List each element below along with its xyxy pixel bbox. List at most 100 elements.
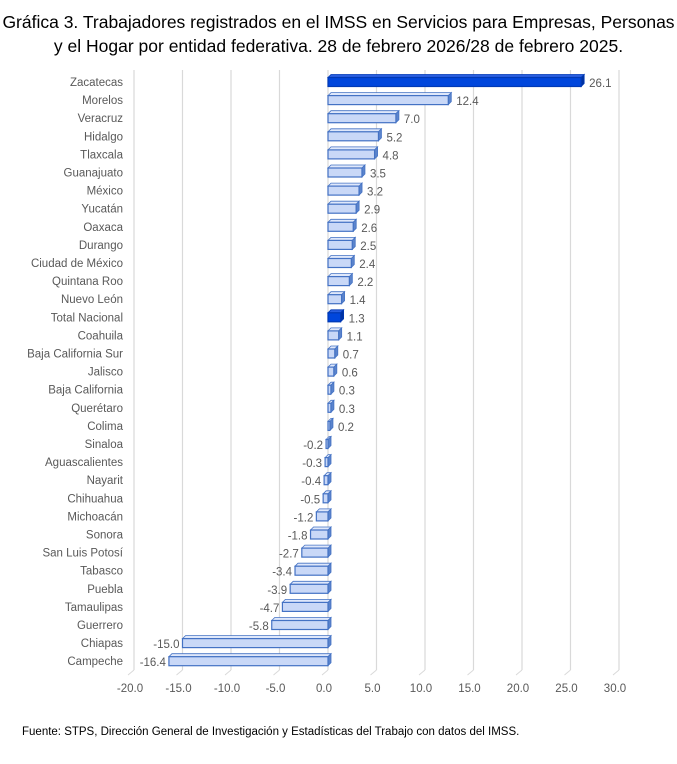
- category-label: Coahuila: [78, 330, 124, 342]
- category-label: Tabasco: [80, 566, 123, 578]
- value-label: 12.4: [456, 96, 479, 108]
- bar-front-face: [168, 656, 329, 667]
- gridline-floor-tick: [370, 669, 377, 676]
- bar-front-face: [294, 565, 329, 576]
- bar-front-face: [327, 402, 332, 413]
- bar: [327, 236, 357, 251]
- value-label: 0.2: [338, 422, 354, 434]
- category-label: Aguascalientes: [45, 457, 123, 469]
- bar: [327, 91, 453, 106]
- value-label: -0.4: [301, 476, 321, 488]
- value-label: 2.9: [364, 205, 380, 217]
- bar-front-face: [281, 601, 329, 613]
- bar-front-face: [327, 95, 449, 106]
- value-label: -5.8: [249, 621, 269, 633]
- value-label: 0.6: [342, 368, 358, 380]
- bar: [327, 363, 338, 378]
- gridline-floor-tick: [564, 669, 571, 676]
- x-tick-label: -20.0: [117, 683, 143, 695]
- value-label: -4.7: [260, 603, 280, 615]
- category-label: Puebla: [87, 584, 123, 596]
- category-label: Chiapas: [81, 638, 123, 650]
- category-label: Colima: [87, 421, 123, 433]
- bar: [322, 489, 332, 504]
- category-label: Durango: [79, 240, 123, 252]
- category-label: Chihuahua: [67, 493, 123, 505]
- bar-front-face: [181, 637, 329, 649]
- source-note: Fuente: STPS, Dirección General de Inves…: [22, 726, 520, 738]
- gridline-floor-tick: [224, 669, 232, 676]
- bar-front-face: [327, 167, 363, 178]
- bar: [327, 127, 383, 142]
- value-label: -1.2: [294, 512, 314, 524]
- bar: [324, 453, 332, 468]
- bar: [325, 435, 332, 450]
- bar: [327, 326, 343, 341]
- x-tick-label: 5.0: [365, 683, 381, 695]
- bar: [327, 272, 354, 287]
- value-label: 2.6: [361, 223, 377, 235]
- bar: [300, 544, 332, 559]
- bar-front-face: [327, 384, 332, 395]
- bar-front-face: [327, 276, 350, 287]
- bar: [327, 73, 586, 88]
- bar-front-face: [327, 420, 331, 431]
- x-tick-label: 10.0: [410, 683, 432, 695]
- category-label: Total Nacional: [51, 312, 123, 324]
- bar-front-face: [327, 294, 343, 305]
- category-label: Veracruz: [78, 113, 124, 125]
- chart-title-line-2: y el Hogar por entidad federativa. 28 de…: [53, 36, 624, 56]
- category-labels: Zacatecas Morelos Veracruz Hidalgo Tlaxcala G…: [27, 77, 124, 668]
- bar-front-face: [327, 348, 336, 359]
- gridline-floor-tick: [273, 669, 280, 676]
- bar-front-face: [327, 312, 342, 323]
- category-label: Tamaulipas: [65, 602, 123, 614]
- value-label: -2.7: [279, 549, 299, 561]
- bar: [270, 616, 332, 631]
- x-tick-label: -15.0: [165, 683, 191, 695]
- bar: [309, 526, 332, 540]
- bar-chart: Zacatecas Morelos Veracruz Hidalgo Tlaxcala G…: [27, 70, 626, 695]
- x-tick-label: 25.0: [555, 683, 577, 695]
- value-label: -15.0: [153, 639, 179, 651]
- category-label: Nuevo León: [61, 294, 123, 306]
- value-label: -3.4: [272, 567, 292, 579]
- bar: [327, 218, 358, 233]
- chart-title-line-1: Gráfica 3. Trabajadores registrados en e…: [2, 12, 675, 32]
- gridline-floor-tick: [321, 669, 329, 676]
- value-label: 1.1: [347, 331, 363, 343]
- bar-front-face: [327, 76, 582, 88]
- x-tick-label: 0.0: [316, 683, 332, 695]
- value-label: 2.2: [357, 277, 373, 289]
- value-label: -3.9: [267, 585, 287, 597]
- bar-front-face: [327, 203, 357, 214]
- gridlines: [127, 70, 620, 676]
- value-label: 3.5: [370, 169, 386, 181]
- bar-front-face: [309, 529, 329, 540]
- bar-front-face: [327, 330, 340, 341]
- x-tick-label: -5.0: [266, 683, 286, 695]
- bar: [281, 598, 332, 613]
- category-label: Sinaloa: [85, 439, 124, 451]
- bar: [181, 634, 332, 649]
- x-tick-label: 30.0: [604, 683, 626, 695]
- bar: [327, 381, 335, 396]
- category-label: Sonora: [86, 530, 124, 542]
- bar-front-face: [327, 113, 397, 124]
- bar: [327, 164, 366, 178]
- x-tick-label: 15.0: [458, 683, 480, 695]
- value-label: 2.5: [360, 241, 376, 253]
- value-label: -16.4: [140, 657, 167, 669]
- bar-front-face: [289, 583, 329, 594]
- bar-front-face: [315, 511, 329, 522]
- bar: [327, 200, 361, 215]
- gridline-floor-tick: [127, 669, 135, 676]
- value-label: 0.7: [343, 350, 359, 362]
- category-label: Tlaxcala: [80, 149, 123, 161]
- bar-front-face: [322, 493, 329, 504]
- bar-front-face: [327, 221, 354, 232]
- x-tick-label: 20.0: [507, 683, 529, 695]
- gridline-floor-tick: [612, 669, 620, 676]
- gridline-floor-tick: [418, 669, 426, 676]
- x-tick-label: -10.0: [214, 683, 240, 695]
